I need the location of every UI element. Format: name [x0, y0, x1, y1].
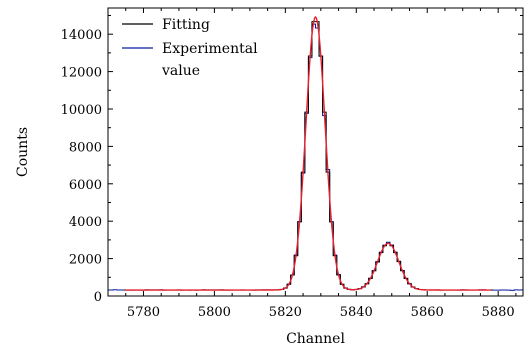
plot-frame: [107, 7, 524, 297]
x-tick-label: 5860: [411, 305, 444, 320]
y-axis-title: Counts: [15, 127, 31, 177]
x-tick-label: 5880: [482, 305, 515, 320]
legend: Fitting Experimental value: [122, 17, 258, 79]
series-layer: [108, 15, 523, 291]
ticks-layer: 5780 5800 5820 5840 5860 5880 0 2000 4000 6000 800…: [61, 8, 523, 320]
y-tick-label: 10000: [61, 103, 102, 118]
legend-experimental-label: Experimental: [162, 41, 258, 57]
series-line-fitting: [123, 21, 493, 291]
x-tick-label: 5840: [340, 305, 373, 320]
x-axis-title: Channel: [286, 331, 345, 347]
y-tick-label: 12000: [61, 66, 102, 81]
y-tick-label: 6000: [69, 178, 102, 193]
legend-fitting-label: Fitting: [162, 17, 210, 33]
legend-experimental-label-line2: value: [161, 63, 200, 79]
series-line-fit-curve: [125, 15, 492, 291]
y-tick-label: 14000: [61, 28, 102, 43]
x-tick-label: 5780: [127, 305, 160, 320]
y-tick-label: 8000: [69, 140, 102, 155]
x-tick-label: 5800: [198, 305, 231, 320]
y-tick-label: 0: [94, 290, 102, 305]
y-tick-label: 2000: [69, 253, 102, 268]
x-tick-label: 5820: [269, 305, 302, 320]
y-tick-label: 4000: [69, 215, 102, 230]
